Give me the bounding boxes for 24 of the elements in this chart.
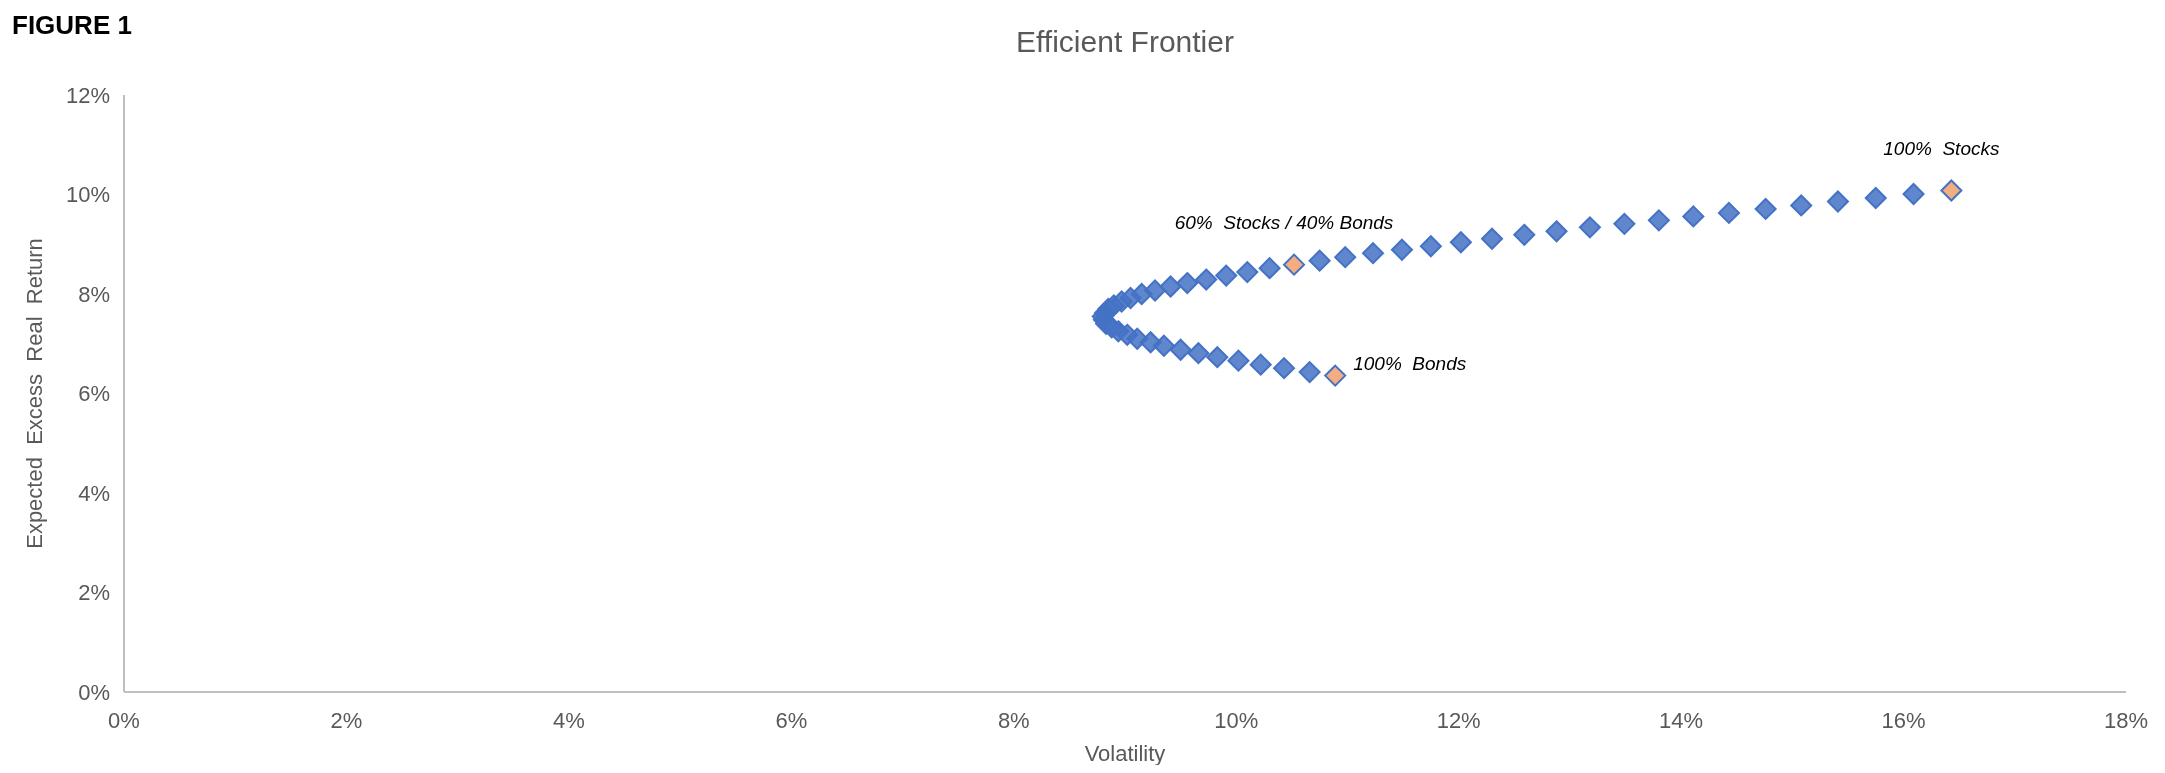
y-tick-label: 10%: [65, 182, 110, 208]
y-tick-label: 6%: [78, 381, 110, 407]
x-tick-label: 4%: [552, 708, 585, 733]
y-tick-label: 4%: [78, 480, 110, 506]
annotation: 60% Stocks / 40% Bonds: [1174, 211, 1394, 233]
annotation: 100% Stocks: [1883, 137, 2000, 159]
y-axis-title: Expected Excess Real Return: [22, 238, 47, 549]
x-tick-label: 8%: [997, 708, 1030, 733]
y-tick-label: 12%: [65, 82, 110, 108]
annotation: 100% Bonds: [1353, 352, 1467, 374]
x-tick-label: 18%: [2103, 708, 2149, 733]
x-axis-title: Volatility: [1084, 741, 1166, 766]
x-tick-label: 12%: [1436, 708, 1481, 733]
y-tick-label: 8%: [78, 281, 110, 307]
x-tick-label: 0%: [108, 708, 140, 733]
x-tick-label: 2%: [330, 708, 363, 733]
x-tick-label: 6%: [775, 708, 808, 733]
x-tick-label: 10%: [1214, 708, 1259, 733]
chart-title: Efficient Frontier: [1016, 25, 1234, 58]
x-tick-label: 16%: [1881, 708, 1926, 733]
y-tick-label: 2%: [78, 580, 110, 606]
caption: FIGURE 1: [12, 10, 132, 40]
x-tick-label: 14%: [1659, 708, 1704, 733]
y-tick-label: 0%: [78, 679, 110, 705]
